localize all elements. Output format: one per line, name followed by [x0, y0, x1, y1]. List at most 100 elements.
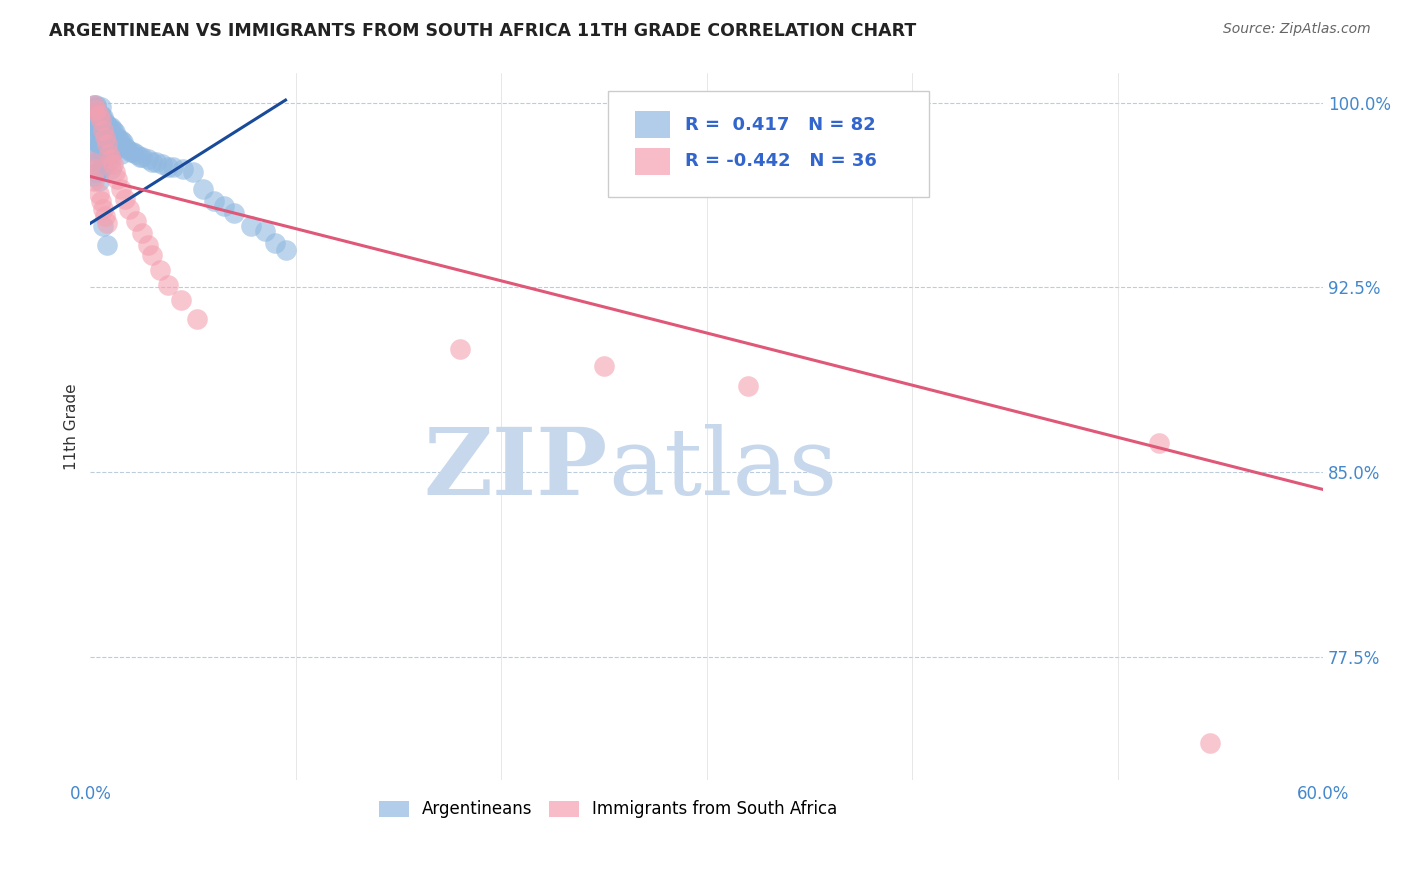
Point [105, 130, 128, 145]
Point [96, 157, 118, 171]
Point [83, 169, 105, 184]
Point [91, 219, 114, 233]
Point [100, 153, 122, 167]
Text: R = -0.442   N = 36: R = -0.442 N = 36 [685, 153, 876, 170]
Point [91, 120, 114, 135]
Point [136, 153, 159, 167]
Point [136, 238, 159, 252]
Point [87, 108, 110, 122]
Point [83, 98, 105, 112]
Point [149, 263, 172, 277]
Point [157, 277, 180, 292]
Point [86, 162, 108, 177]
Text: Source: ZipAtlas.com: Source: ZipAtlas.com [1223, 22, 1371, 37]
Point [82, 120, 104, 135]
Point [97, 147, 120, 161]
Point [131, 226, 153, 240]
Point [114, 192, 136, 206]
Point [86, 164, 108, 178]
Point [1199, 736, 1222, 750]
FancyBboxPatch shape [609, 91, 928, 197]
Point [212, 199, 235, 213]
Point [90, 108, 112, 122]
Point [87, 174, 110, 188]
Point [83, 98, 105, 112]
Point [131, 150, 153, 164]
Point [170, 293, 193, 307]
Point [83, 108, 105, 122]
Point [91, 122, 114, 136]
Point [108, 132, 131, 146]
Point [93, 153, 115, 167]
Point [93, 137, 115, 152]
Point [87, 186, 110, 201]
Point [97, 147, 120, 161]
Point [253, 224, 276, 238]
Text: atlas: atlas [609, 424, 838, 514]
Point [118, 202, 141, 216]
Point [122, 145, 145, 159]
Point [97, 132, 120, 146]
FancyBboxPatch shape [636, 112, 669, 138]
Point [186, 312, 208, 326]
Point [86, 105, 108, 120]
Point [87, 108, 110, 122]
Point [96, 238, 118, 252]
Point [100, 147, 122, 161]
Point [112, 135, 135, 149]
Point [90, 194, 112, 208]
Point [82, 132, 104, 146]
Point [110, 147, 132, 161]
Point [114, 140, 136, 154]
Point [90, 118, 112, 132]
Point [96, 142, 118, 156]
Point [224, 206, 246, 220]
FancyBboxPatch shape [636, 148, 669, 175]
Point [90, 135, 112, 149]
Point [737, 379, 759, 393]
Point [202, 194, 225, 208]
Point [1147, 435, 1170, 450]
Point [91, 145, 114, 159]
Point [90, 125, 112, 139]
Point [100, 120, 122, 135]
Point [96, 118, 118, 132]
Point [110, 182, 132, 196]
Point [101, 157, 124, 171]
Point [86, 98, 108, 112]
Point [593, 359, 616, 374]
Point [86, 120, 108, 135]
Point [96, 137, 118, 152]
Point [145, 154, 167, 169]
Point [105, 172, 128, 186]
Point [82, 154, 104, 169]
Point [128, 150, 150, 164]
Point [141, 154, 163, 169]
Point [91, 160, 114, 174]
Point [86, 132, 108, 146]
Point [181, 164, 204, 178]
Point [86, 103, 108, 117]
Point [449, 342, 471, 356]
Point [96, 130, 118, 145]
Point [150, 157, 173, 171]
Point [264, 235, 287, 250]
Point [86, 100, 108, 114]
Point [104, 125, 127, 139]
Point [93, 130, 115, 145]
Point [124, 214, 146, 228]
Text: R =  0.417   N = 82: R = 0.417 N = 82 [685, 116, 876, 134]
Point [96, 216, 118, 230]
Point [90, 112, 112, 127]
Point [172, 162, 194, 177]
Point [91, 202, 114, 216]
Point [83, 120, 105, 135]
Point [90, 162, 112, 177]
Point [82, 157, 104, 171]
Point [86, 112, 108, 127]
Point [100, 162, 122, 177]
Point [117, 142, 139, 156]
Point [120, 145, 142, 159]
Point [83, 174, 105, 188]
Point [162, 160, 184, 174]
